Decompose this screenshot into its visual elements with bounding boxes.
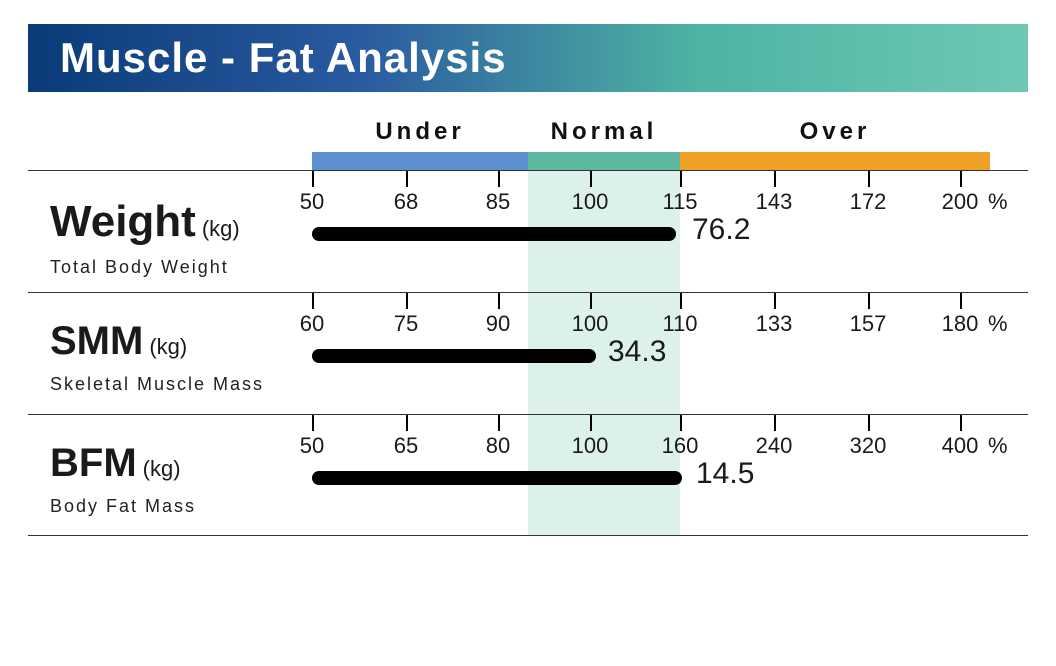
tick-label: 100 bbox=[572, 433, 609, 459]
tick-label: 80 bbox=[486, 433, 510, 459]
tick-label: 400 bbox=[942, 433, 979, 459]
tick-label: 90 bbox=[486, 311, 510, 337]
tick bbox=[960, 171, 962, 187]
tick bbox=[868, 171, 870, 187]
metric-row-bfm: BFM(kg) Body Fat Mass 50 65 80 100 160 240 320 40… bbox=[28, 414, 1028, 536]
tick-label: 65 bbox=[394, 433, 418, 459]
tick-label: 115 bbox=[662, 189, 697, 215]
tick-label: 85 bbox=[486, 189, 510, 215]
tick bbox=[312, 171, 314, 187]
tick-label: 320 bbox=[850, 433, 887, 459]
legend-under: Under bbox=[312, 118, 528, 170]
tick bbox=[406, 171, 408, 187]
pct-label: % bbox=[988, 189, 1036, 215]
legend-over-label: Over bbox=[680, 118, 990, 146]
value-bar bbox=[312, 349, 596, 363]
legend-over-bar bbox=[680, 152, 990, 170]
tick-label: 160 bbox=[662, 433, 699, 459]
tick-label: 100 bbox=[572, 311, 609, 337]
metric-sub: Total Body Weight bbox=[50, 257, 312, 278]
tick-label: 100 bbox=[572, 189, 609, 215]
tick-label: 68 bbox=[394, 189, 418, 215]
metric-sub: Body Fat Mass bbox=[50, 496, 312, 517]
title-bar: Muscle - Fat Analysis bbox=[28, 24, 1028, 92]
tick bbox=[774, 171, 776, 187]
tick-label: 50 bbox=[300, 433, 324, 459]
value-bar bbox=[312, 471, 682, 485]
tick bbox=[498, 171, 500, 187]
tick-label: 110 bbox=[662, 311, 697, 337]
tick bbox=[774, 415, 776, 431]
tick bbox=[590, 293, 592, 309]
legend-under-bar bbox=[312, 152, 528, 170]
tick bbox=[960, 293, 962, 309]
tick bbox=[680, 171, 682, 187]
metric-unit: (kg) bbox=[149, 334, 187, 359]
pct-label: % bbox=[988, 433, 1036, 459]
tick bbox=[312, 293, 314, 309]
tick bbox=[312, 415, 314, 431]
value-label: 34.3 bbox=[608, 335, 666, 369]
tick-label: 143 bbox=[756, 189, 793, 215]
legend-normal: Normal bbox=[528, 118, 680, 170]
tick bbox=[590, 415, 592, 431]
value-label: 76.2 bbox=[692, 213, 750, 247]
scale-col: 506580100160240320400%14.5 bbox=[312, 415, 1028, 535]
tick-label: 60 bbox=[300, 311, 324, 337]
metric-unit: (kg) bbox=[202, 216, 240, 241]
tick-label: 180 bbox=[942, 311, 979, 337]
tick bbox=[680, 415, 682, 431]
tick bbox=[680, 293, 682, 309]
metric-row-smm: SMM(kg) Skeletal Muscle Mass 60 75 90 100 110 1… bbox=[28, 292, 1028, 414]
tick bbox=[774, 293, 776, 309]
scale-col: 506885100115143172200%76.2 bbox=[312, 171, 1028, 292]
legend-row: Under Normal Over bbox=[28, 100, 1028, 170]
metric-row-weight: Weight(kg) Total Body Weight 50 68 85 100 115 1… bbox=[28, 170, 1028, 292]
chart-area: Under Normal Over Weight(kg)Total Body W… bbox=[28, 100, 1028, 536]
tick-label: 50 bbox=[300, 189, 324, 215]
legend-normal-bar bbox=[528, 152, 680, 170]
pct-label: % bbox=[988, 311, 1036, 337]
legend-normal-label: Normal bbox=[528, 118, 680, 146]
metric-name: SMM bbox=[50, 319, 143, 364]
tick-label: 75 bbox=[394, 311, 418, 337]
value-label: 14.5 bbox=[696, 457, 754, 491]
title-text: Muscle - Fat Analysis bbox=[60, 34, 507, 82]
tick bbox=[960, 415, 962, 431]
tick bbox=[498, 415, 500, 431]
metric-label-col: SMM(kg) Skeletal Muscle Mass bbox=[28, 293, 312, 414]
tick-label: 172 bbox=[850, 189, 887, 215]
tick-label: 157 bbox=[850, 311, 887, 337]
scale-col: 607590100110133157180%34.3 bbox=[312, 293, 1028, 414]
tick bbox=[590, 171, 592, 187]
metric-label-col: BFM(kg) Body Fat Mass bbox=[28, 415, 312, 535]
legend-under-label: Under bbox=[312, 118, 528, 146]
tick bbox=[868, 415, 870, 431]
tick bbox=[406, 415, 408, 431]
metric-sub: Skeletal Muscle Mass bbox=[50, 374, 312, 395]
metric-name: BFM bbox=[50, 441, 137, 486]
metric-rows: Weight(kg)Total Body Weight5068851001151… bbox=[28, 170, 1028, 536]
tick bbox=[498, 293, 500, 309]
tick-label: 133 bbox=[756, 311, 793, 337]
value-bar bbox=[312, 227, 676, 241]
tick bbox=[406, 293, 408, 309]
tick-label: 200 bbox=[942, 189, 979, 215]
tick-label: 240 bbox=[756, 433, 793, 459]
metric-label-col: Weight(kg) Total Body Weight bbox=[28, 171, 312, 292]
tick bbox=[868, 293, 870, 309]
legend-over: Over bbox=[680, 118, 990, 170]
metric-unit: (kg) bbox=[143, 456, 181, 481]
metric-name: Weight bbox=[50, 197, 196, 247]
